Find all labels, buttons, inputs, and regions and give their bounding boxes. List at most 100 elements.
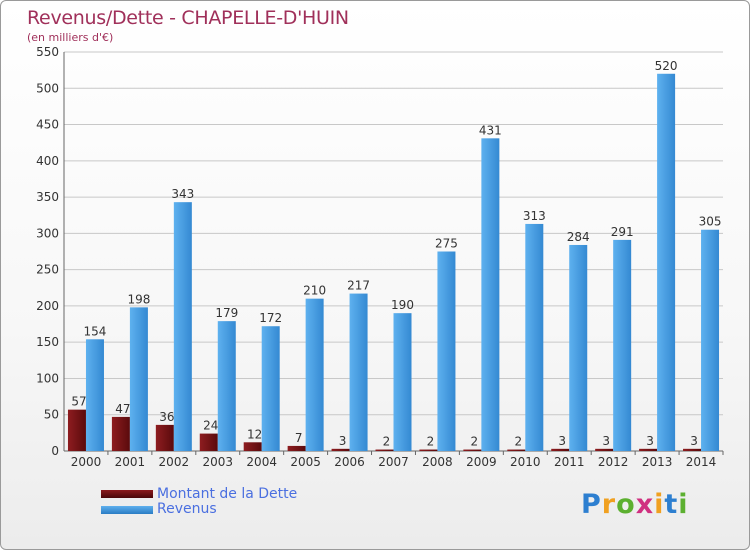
x-tick-label: 2010 bbox=[510, 455, 541, 469]
logo-letter: o bbox=[616, 489, 636, 520]
value-label-dette: 3 bbox=[558, 434, 566, 448]
bar-dette bbox=[639, 448, 658, 451]
value-label-dette: 3 bbox=[339, 434, 347, 448]
chart-subtitle: (en milliers d'€) bbox=[27, 31, 114, 44]
x-tick-label: 2013 bbox=[642, 455, 673, 469]
x-tick-label: 2003 bbox=[202, 455, 233, 469]
x-tick-label: 2009 bbox=[466, 455, 497, 469]
bar-dette bbox=[331, 448, 350, 451]
value-label-dette: 2 bbox=[514, 435, 522, 449]
x-tick-label: 2012 bbox=[598, 455, 629, 469]
legend-swatch-revenus bbox=[101, 506, 153, 514]
bar-dette bbox=[243, 442, 262, 451]
bar-dette bbox=[419, 449, 438, 451]
bar-revenus bbox=[613, 239, 632, 451]
x-tick-label: 2004 bbox=[246, 455, 277, 469]
chart-title: Revenus/Dette - CHAPELLE-D'HUIN bbox=[27, 7, 349, 29]
value-label-dette: 2 bbox=[427, 435, 435, 449]
value-label-revenus: 217 bbox=[347, 279, 370, 293]
value-label-dette: 57 bbox=[71, 395, 86, 409]
bar-dette bbox=[551, 448, 570, 451]
value-label-revenus: 305 bbox=[699, 215, 722, 229]
value-label-dette: 47 bbox=[115, 402, 130, 416]
y-tick-label: 350 bbox=[36, 190, 59, 204]
value-label-revenus: 343 bbox=[171, 187, 194, 201]
value-label-revenus: 179 bbox=[215, 306, 238, 320]
x-tick-label: 2008 bbox=[422, 455, 453, 469]
value-label-revenus: 198 bbox=[127, 292, 150, 306]
bar-dette bbox=[155, 424, 174, 451]
value-label-dette: 24 bbox=[203, 419, 218, 433]
bar-revenus bbox=[701, 229, 720, 451]
y-tick-label: 550 bbox=[36, 45, 59, 59]
bar-revenus bbox=[305, 298, 324, 451]
y-tick-label: 400 bbox=[36, 154, 59, 168]
value-label-dette: 3 bbox=[602, 434, 610, 448]
y-tick-label: 500 bbox=[36, 81, 59, 95]
value-label-revenus: 291 bbox=[611, 225, 634, 239]
legend-swatch-dette bbox=[101, 490, 153, 498]
bar-revenus bbox=[173, 202, 192, 451]
legend-label-dette: Montant de la Dette bbox=[157, 486, 298, 502]
bar-revenus bbox=[349, 293, 368, 451]
value-label-dette: 12 bbox=[247, 427, 262, 441]
bar-dette bbox=[375, 449, 394, 451]
x-tick-label: 2000 bbox=[71, 455, 102, 469]
value-label-dette: 2 bbox=[383, 435, 391, 449]
x-tick-label: 2005 bbox=[290, 455, 321, 469]
logo-letter: P bbox=[581, 489, 602, 520]
value-label-revenus: 210 bbox=[303, 284, 326, 298]
value-label-dette: 2 bbox=[471, 435, 479, 449]
x-tick-label: 2001 bbox=[115, 455, 146, 469]
logo-letter: i bbox=[654, 489, 665, 520]
y-tick-label: 450 bbox=[36, 118, 59, 132]
value-label-revenus: 284 bbox=[567, 230, 590, 244]
bar-revenus bbox=[525, 223, 544, 451]
bar-revenus bbox=[657, 73, 676, 451]
bar-revenus bbox=[217, 321, 236, 451]
y-tick-label: 300 bbox=[36, 226, 59, 240]
value-label-revenus: 520 bbox=[655, 59, 678, 73]
y-tick-label: 150 bbox=[36, 335, 59, 349]
bar-dette bbox=[463, 449, 482, 451]
bar-dette bbox=[111, 416, 130, 451]
value-label-dette: 3 bbox=[646, 434, 654, 448]
x-tick-label: 2011 bbox=[554, 455, 585, 469]
proxiti-logo: Proxiti bbox=[581, 489, 689, 520]
logo-letter: i bbox=[678, 489, 689, 520]
y-tick-label: 100 bbox=[36, 371, 59, 385]
bar-revenus bbox=[481, 138, 500, 451]
logo-letter: t bbox=[664, 489, 679, 520]
y-tick-label: 0 bbox=[51, 444, 59, 458]
value-label-revenus: 313 bbox=[523, 209, 546, 223]
bar-revenus bbox=[437, 251, 456, 451]
bar-revenus bbox=[261, 326, 280, 451]
y-tick-label: 200 bbox=[36, 299, 59, 313]
value-label-revenus: 190 bbox=[391, 298, 414, 312]
value-label-revenus: 431 bbox=[479, 123, 502, 137]
bar-dette bbox=[199, 433, 218, 451]
logo-letter: x bbox=[635, 489, 655, 520]
logo-letter: r bbox=[601, 489, 617, 520]
value-label-revenus: 275 bbox=[435, 237, 458, 251]
x-tick-label: 2014 bbox=[686, 455, 717, 469]
bar-dette bbox=[67, 409, 86, 451]
bar-dette bbox=[595, 448, 614, 451]
bar-revenus bbox=[129, 307, 148, 451]
value-label-dette: 36 bbox=[159, 410, 174, 424]
bar-revenus bbox=[85, 339, 104, 451]
y-tick-label: 250 bbox=[36, 263, 59, 277]
x-tick-label: 2002 bbox=[159, 455, 190, 469]
bar-dette bbox=[507, 449, 526, 451]
value-label-revenus: 172 bbox=[259, 311, 282, 325]
bar-dette bbox=[683, 448, 702, 451]
x-tick-label: 2006 bbox=[334, 455, 365, 469]
y-tick-label: 50 bbox=[44, 408, 59, 422]
legend-label-revenus: Revenus bbox=[157, 501, 217, 517]
value-label-revenus: 154 bbox=[84, 324, 107, 338]
value-label-dette: 7 bbox=[295, 431, 303, 445]
bar-revenus bbox=[393, 313, 412, 451]
bar-revenus bbox=[569, 244, 588, 451]
